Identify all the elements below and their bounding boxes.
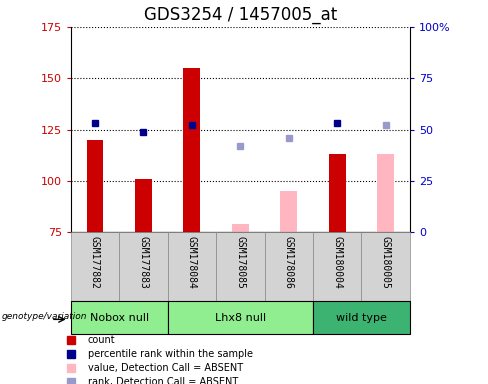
- Bar: [71, 301, 168, 334]
- Bar: [329, 154, 346, 232]
- Bar: [86, 140, 103, 232]
- Text: percentile rank within the sample: percentile rank within the sample: [88, 349, 253, 359]
- Text: rank, Detection Call = ABSENT: rank, Detection Call = ABSENT: [88, 377, 238, 384]
- Bar: [232, 224, 249, 232]
- Bar: [362, 232, 410, 301]
- Title: GDS3254 / 1457005_at: GDS3254 / 1457005_at: [143, 6, 337, 24]
- Text: Lhx8 null: Lhx8 null: [215, 313, 266, 323]
- Bar: [377, 154, 394, 232]
- Text: Nobox null: Nobox null: [90, 313, 149, 323]
- Bar: [183, 68, 201, 232]
- Bar: [216, 232, 264, 301]
- Text: GSM178085: GSM178085: [235, 236, 245, 289]
- Text: GSM180005: GSM180005: [381, 236, 391, 289]
- Bar: [71, 232, 119, 301]
- Text: count: count: [88, 335, 116, 345]
- Text: genotype/variation: genotype/variation: [1, 312, 87, 321]
- Bar: [119, 232, 168, 301]
- Bar: [168, 301, 313, 334]
- Bar: [168, 232, 216, 301]
- Text: GSM180004: GSM180004: [332, 236, 342, 289]
- Text: value, Detection Call = ABSENT: value, Detection Call = ABSENT: [88, 363, 243, 373]
- Bar: [280, 191, 297, 232]
- Text: GSM177883: GSM177883: [139, 236, 148, 289]
- Text: wild type: wild type: [336, 313, 387, 323]
- Text: GSM178086: GSM178086: [284, 236, 294, 289]
- Text: GSM178084: GSM178084: [187, 236, 197, 289]
- Text: GSM177882: GSM177882: [90, 236, 100, 289]
- Bar: [135, 179, 152, 232]
- Bar: [264, 232, 313, 301]
- Bar: [313, 232, 362, 301]
- Bar: [313, 301, 410, 334]
